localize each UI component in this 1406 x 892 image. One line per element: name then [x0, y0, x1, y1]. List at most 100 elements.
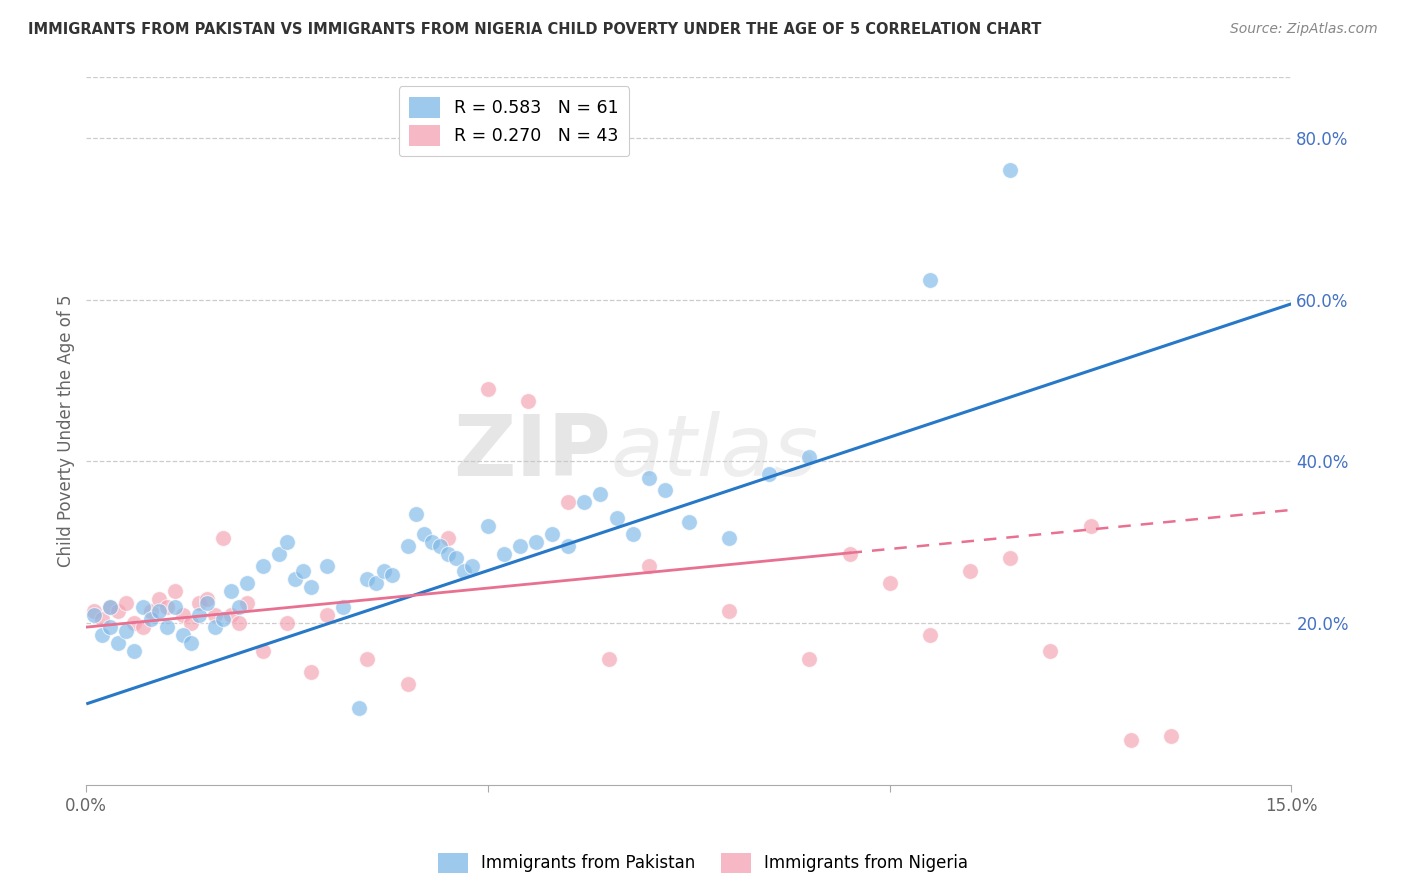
Point [148, 591, 170, 606]
Point [1119, 733, 1142, 747]
Point [838, 547, 860, 561]
Point [557, 495, 579, 509]
Point [252, 644, 274, 658]
Point [637, 559, 659, 574]
Point [172, 628, 194, 642]
Point [212, 531, 235, 545]
Point [204, 620, 226, 634]
Legend: R = 0.583   N = 61, R = 0.270   N = 43: R = 0.583 N = 61, R = 0.270 N = 43 [399, 87, 630, 156]
Point [100, 599, 122, 614]
Point [228, 599, 250, 614]
Point [1000, 163, 1022, 178]
Point [284, 572, 307, 586]
Point [637, 470, 659, 484]
Point [1160, 729, 1182, 743]
Point [477, 519, 499, 533]
Point [292, 564, 315, 578]
Point [799, 652, 821, 666]
Point [654, 483, 676, 497]
Point [219, 583, 242, 598]
Point [180, 616, 202, 631]
Point [959, 564, 981, 578]
Point [356, 572, 378, 586]
Point [517, 393, 540, 408]
Point [115, 596, 138, 610]
Point [396, 676, 419, 690]
Point [195, 591, 218, 606]
Point [316, 559, 339, 574]
Point [163, 599, 186, 614]
Point [524, 535, 547, 549]
Point [373, 564, 395, 578]
Point [1000, 551, 1022, 566]
Point [115, 624, 138, 639]
Point [420, 535, 443, 549]
Point [228, 616, 250, 631]
Point [494, 547, 516, 561]
Point [276, 616, 298, 631]
Y-axis label: Child Poverty Under the Age of 5: Child Poverty Under the Age of 5 [58, 295, 75, 567]
Point [236, 575, 259, 590]
Point [541, 527, 564, 541]
Point [236, 596, 259, 610]
Point [437, 531, 460, 545]
Point [349, 701, 371, 715]
Point [299, 580, 322, 594]
Point [91, 612, 114, 626]
Point [276, 535, 298, 549]
Text: ZIP: ZIP [453, 411, 610, 494]
Point [444, 551, 467, 566]
Point [621, 527, 644, 541]
Point [163, 583, 186, 598]
Point [332, 599, 354, 614]
Point [100, 599, 122, 614]
Point [598, 652, 620, 666]
Point [606, 511, 628, 525]
Point [461, 559, 484, 574]
Point [187, 607, 209, 622]
Point [477, 382, 499, 396]
Point [918, 628, 941, 642]
Point [139, 612, 162, 626]
Point [180, 636, 202, 650]
Point [381, 567, 404, 582]
Point [437, 547, 460, 561]
Legend: Immigrants from Pakistan, Immigrants from Nigeria: Immigrants from Pakistan, Immigrants fro… [432, 847, 974, 880]
Point [405, 507, 427, 521]
Point [718, 604, 741, 618]
Point [799, 450, 821, 465]
Point [148, 604, 170, 618]
Point [396, 539, 419, 553]
Point [364, 575, 387, 590]
Point [574, 495, 596, 509]
Point [124, 616, 146, 631]
Point [83, 607, 105, 622]
Point [195, 596, 218, 610]
Point [156, 599, 179, 614]
Point [204, 607, 226, 622]
Point [879, 575, 901, 590]
Text: Source: ZipAtlas.com: Source: ZipAtlas.com [1230, 22, 1378, 37]
Point [557, 539, 579, 553]
Point [91, 628, 114, 642]
Point [172, 607, 194, 622]
Point [453, 564, 475, 578]
Point [139, 604, 162, 618]
Point [219, 607, 242, 622]
Text: IMMIGRANTS FROM PAKISTAN VS IMMIGRANTS FROM NIGERIA CHILD POVERTY UNDER THE AGE : IMMIGRANTS FROM PAKISTAN VS IMMIGRANTS F… [28, 22, 1042, 37]
Point [131, 599, 153, 614]
Point [1039, 644, 1062, 658]
Point [156, 620, 179, 634]
Point [107, 604, 129, 618]
Point [589, 487, 612, 501]
Point [131, 620, 153, 634]
Point [269, 547, 291, 561]
Point [212, 612, 235, 626]
Point [718, 531, 741, 545]
Point [252, 559, 274, 574]
Text: atlas: atlas [610, 411, 818, 494]
Point [429, 539, 451, 553]
Point [1080, 519, 1102, 533]
Point [124, 644, 146, 658]
Point [412, 527, 434, 541]
